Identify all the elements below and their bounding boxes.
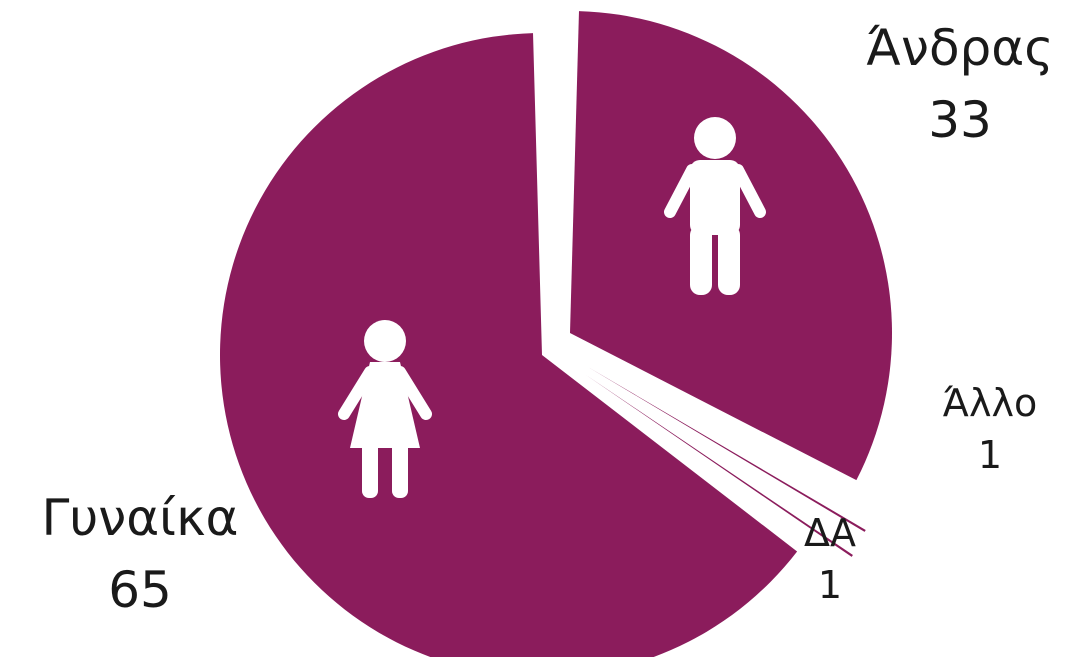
pie-slice-woman [220, 33, 798, 657]
woman-icon [338, 320, 432, 498]
slice-label-man: Άνδρας 33 [840, 19, 1068, 149]
slice-label-na-value: 1 [817, 562, 843, 607]
slice-label-woman-value: 65 [108, 560, 172, 619]
slice-label-man-value: 33 [928, 90, 992, 149]
slice-label-other-value: 1 [977, 432, 1003, 477]
pie-slice-other [588, 367, 866, 532]
slice-label-woman-name: Γυναίκα [41, 489, 239, 547]
man-icon [664, 117, 766, 295]
slice-label-man-name: Άνδρας [866, 19, 1054, 77]
slice-label-other: Άλλο 1 [920, 381, 1060, 477]
pie-slice-na [586, 375, 853, 557]
slice-label-na: ΔΑ 1 [770, 511, 890, 607]
slice-label-na-name: ΔΑ [804, 511, 856, 555]
slice-label-woman: Γυναίκα 65 [10, 489, 270, 619]
slice-label-other-name: Άλλο [942, 381, 1038, 425]
